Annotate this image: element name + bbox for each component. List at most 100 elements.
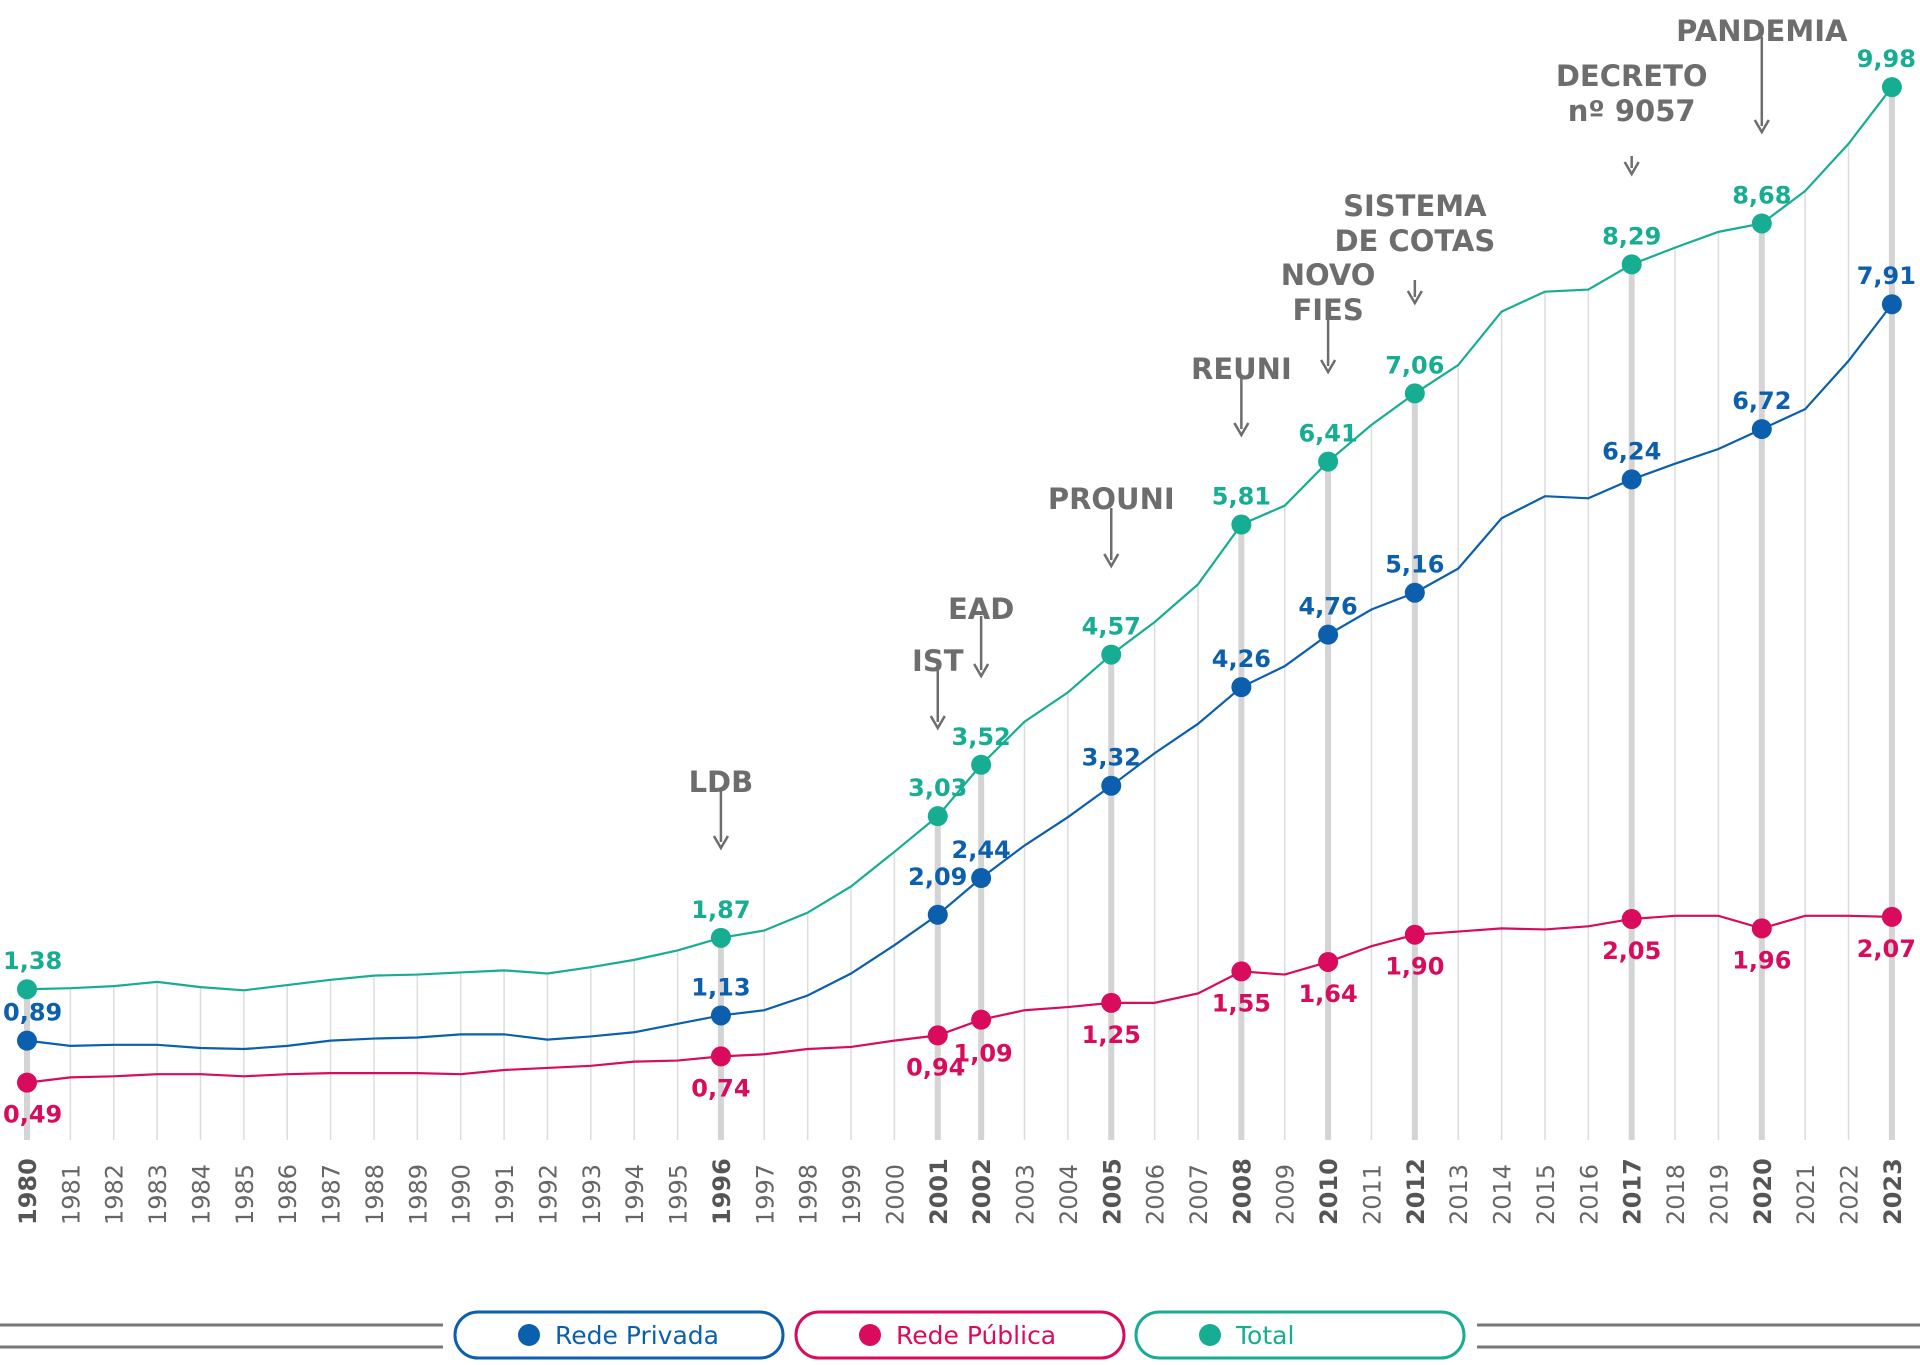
- data-point: [1404, 582, 1425, 603]
- legend: Rede Privada Rede Pública Total: [0, 1310, 1920, 1360]
- data-label: 0,94: [906, 1053, 965, 1081]
- x-tick-label: 2016: [1575, 1164, 1603, 1225]
- x-tick-label: 2010: [1315, 1158, 1343, 1225]
- x-tick-label: 2014: [1489, 1164, 1517, 1225]
- data-label: 3,32: [1082, 744, 1141, 772]
- data-point: [1751, 419, 1772, 440]
- series-line-rede-privada: [26, 303, 1893, 1051]
- x-tick-label: 1999: [838, 1164, 866, 1225]
- arrow-head-icon: [1753, 119, 1770, 135]
- data-label: 1,25: [1082, 1021, 1141, 1049]
- x-tick-label: 2012: [1402, 1158, 1430, 1225]
- x-tick-label: 2007: [1185, 1164, 1213, 1225]
- data-point: [1881, 294, 1902, 315]
- x-tick-label: 1992: [534, 1164, 562, 1225]
- data-point: [927, 904, 948, 925]
- x-tick-label: 1995: [665, 1164, 693, 1225]
- data-point: [17, 979, 37, 1000]
- annotation-label: SISTEMA: [1343, 189, 1487, 223]
- legend-marker-icon: [518, 1324, 540, 1346]
- data-label: 6,41: [1298, 420, 1357, 448]
- series-line-rede-pública: [26, 914, 1892, 1084]
- arrow-head-icon: [1320, 359, 1337, 375]
- data-point: [1404, 924, 1425, 945]
- data-point: [17, 1030, 37, 1051]
- data-label: 4,26: [1212, 645, 1271, 673]
- data-label: 1,55: [1212, 989, 1271, 1017]
- x-axis-labels: 1980 1981 1982 1983 1984 1985 1986 1987 1988 1989…: [14, 1158, 1907, 1225]
- data-label: 6,24: [1602, 437, 1661, 465]
- x-tick-label: 2017: [1619, 1158, 1647, 1225]
- data-point: [1101, 775, 1122, 796]
- data-point: [1101, 992, 1122, 1013]
- x-tick-label: 1991: [491, 1164, 519, 1225]
- x-tick-label: 1986: [274, 1164, 302, 1225]
- data-point: [710, 927, 731, 948]
- data-label: 2,09: [908, 863, 967, 891]
- x-tick-label: 1993: [578, 1164, 606, 1225]
- x-tick-label: 1988: [361, 1164, 389, 1225]
- x-tick-label: 2009: [1272, 1164, 1300, 1225]
- data-label: 1,64: [1298, 980, 1357, 1008]
- data-label: 1,13: [691, 973, 750, 1001]
- data-label: 7,06: [1385, 351, 1444, 379]
- legend-label: Rede Pública: [896, 1321, 1056, 1350]
- data-label: 8,68: [1732, 181, 1791, 209]
- data-point: [1621, 469, 1642, 490]
- legend-marker-icon: [859, 1324, 881, 1346]
- data-point: [971, 868, 992, 889]
- data-point: [927, 1025, 948, 1046]
- arrow-head-icon: [1233, 422, 1250, 438]
- x-tick-label: 1998: [795, 1164, 823, 1225]
- arrow-head-icon: [712, 835, 729, 851]
- x-tick-label: 2003: [1012, 1164, 1040, 1225]
- data-label: 5,16: [1385, 551, 1444, 579]
- x-tick-label: 1987: [318, 1164, 346, 1225]
- data-point: [971, 754, 992, 775]
- legend-item: [1134, 1310, 1466, 1360]
- x-tick-label: 2019: [1705, 1164, 1733, 1225]
- data-label: 5,81: [1212, 483, 1271, 511]
- x-tick-label: 2006: [1142, 1164, 1170, 1225]
- data-label: 1,96: [1732, 946, 1791, 974]
- arrow-head-icon: [973, 663, 990, 679]
- legend-marker-icon: [1199, 1324, 1221, 1346]
- x-tick-label: 1996: [708, 1158, 736, 1225]
- data-point: [1751, 213, 1772, 234]
- data-point: [927, 806, 948, 827]
- data-point: [1404, 383, 1425, 404]
- data-label: 7,91: [1857, 262, 1916, 290]
- x-tick-label: 1990: [448, 1164, 476, 1225]
- data-label: 1,90: [1385, 953, 1444, 981]
- data-label: 2,07: [1857, 935, 1916, 963]
- data-point: [1621, 254, 1642, 275]
- x-tick-label: 2004: [1055, 1164, 1083, 1225]
- x-tick-label: 2022: [1836, 1164, 1864, 1225]
- x-tick-label: 1985: [231, 1164, 259, 1225]
- series-lines: [26, 86, 1893, 1084]
- x-tick-label: 1982: [101, 1164, 129, 1225]
- x-tick-label: 2005: [1098, 1158, 1126, 1225]
- x-tick-label: 1981: [57, 1164, 85, 1225]
- data-label: 0,89: [3, 999, 62, 1027]
- x-tick-label: 1980: [14, 1158, 42, 1225]
- data-point: [1751, 918, 1772, 939]
- legend-item: [453, 1310, 785, 1360]
- x-tick-label: 1994: [621, 1164, 649, 1225]
- data-labels: 0,89 1,13 2,092,44 3,32 4,26 4,76 5,16 6,24 6,72…: [3, 45, 1916, 1129]
- gridlines: [24, 87, 1895, 1140]
- annotation-label: NOVO: [1281, 258, 1376, 292]
- data-label: 2,05: [1602, 937, 1661, 965]
- x-tick-label: 2015: [1532, 1164, 1560, 1225]
- data-point: [1101, 644, 1122, 665]
- data-label: 9,98: [1857, 45, 1916, 73]
- legend-label: Rede Privada: [555, 1321, 719, 1350]
- data-label: 0,74: [691, 1074, 750, 1102]
- data-label: 1,09: [954, 1040, 1013, 1068]
- data-point: [971, 1009, 992, 1030]
- x-tick-label: 1997: [751, 1164, 779, 1225]
- annotation-label: DECRETO: [1556, 59, 1708, 93]
- arrow-head-icon: [1103, 553, 1120, 569]
